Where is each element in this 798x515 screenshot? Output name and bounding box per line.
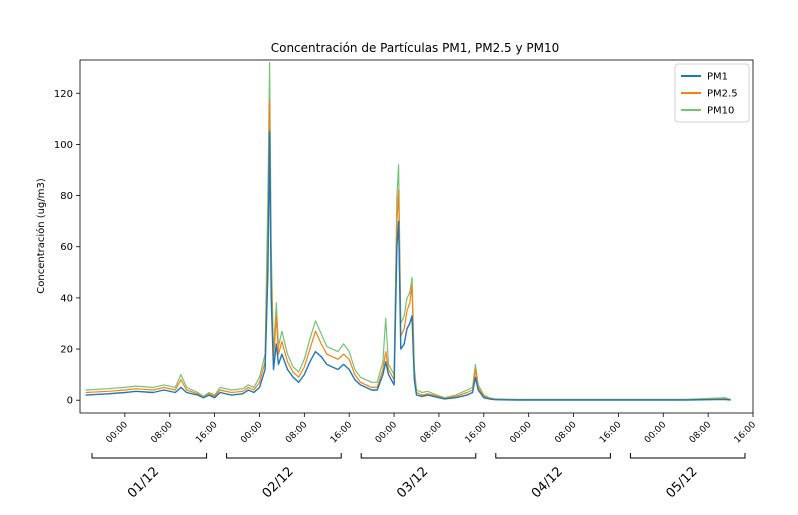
day-bracket: [629, 453, 746, 459]
legend-label: PM10: [707, 106, 734, 117]
x-tick-label: 08:00: [284, 420, 310, 446]
legend-box: [674, 63, 750, 123]
day-bracket: [360, 453, 477, 459]
legend-label: PM1: [707, 72, 728, 83]
x-tick-label: 08:00: [419, 420, 445, 446]
x-tick-label: 16:00: [464, 420, 490, 446]
day-label: 02/12: [260, 464, 297, 501]
x-tick-label: 16:00: [329, 420, 355, 446]
y-tick-label: 0: [67, 396, 73, 407]
y-tick-label: 120: [54, 89, 73, 100]
x-tick-label: 08:00: [688, 420, 714, 446]
legend: PM1 PM2.5 PM10: [674, 63, 750, 123]
day-label: 05/12: [663, 464, 700, 501]
x-tick-label: 00:00: [105, 420, 131, 446]
x-tick-label: 00:00: [374, 420, 400, 446]
day-bracket: [91, 453, 208, 459]
series-line-pm10: [85, 62, 731, 400]
x-tick-label: 00:00: [239, 420, 265, 446]
day-bracket: [226, 453, 342, 459]
chart-title: Concentración de Partículas PM1, PM2.5 y…: [271, 41, 560, 55]
y-tick-label: 60: [60, 242, 73, 253]
y-tick-label: 100: [54, 140, 73, 151]
x-tick-label: 16:00: [598, 420, 624, 446]
plot-lines: [85, 62, 731, 401]
day-label: 03/12: [394, 464, 431, 501]
x-axis: 00:00 08:00 16:00 00:00 08:00 16:00 00:00 08:00…: [105, 413, 759, 446]
day-bracket: [495, 453, 611, 459]
x-tick-label: 08:00: [553, 420, 579, 446]
y-tick-label: 80: [60, 191, 73, 202]
y-axis: 0 20 40 60 80 100 120: [54, 89, 80, 407]
plot-area: [79, 59, 754, 414]
day-label: 01/12: [125, 464, 162, 501]
day-label: 04/12: [529, 464, 566, 501]
x-tick-label: 00:00: [508, 420, 534, 446]
y-tick-label: 20: [60, 345, 73, 356]
x-tick-label: 16:00: [194, 420, 220, 446]
x-tick-label: 16:00: [733, 420, 759, 446]
x-tick-label: 00:00: [643, 420, 669, 446]
y-axis-label: Concentración (ug/m3): [35, 178, 47, 294]
day-groups: 01/12 02/12 03/12 04/12 05/12: [91, 453, 746, 501]
y-tick-label: 40: [60, 293, 73, 304]
series-line-pm25: [85, 100, 731, 401]
series-line-pm1: [85, 130, 731, 401]
legend-label: PM2.5: [707, 89, 738, 100]
x-tick-label: 08:00: [149, 420, 175, 446]
